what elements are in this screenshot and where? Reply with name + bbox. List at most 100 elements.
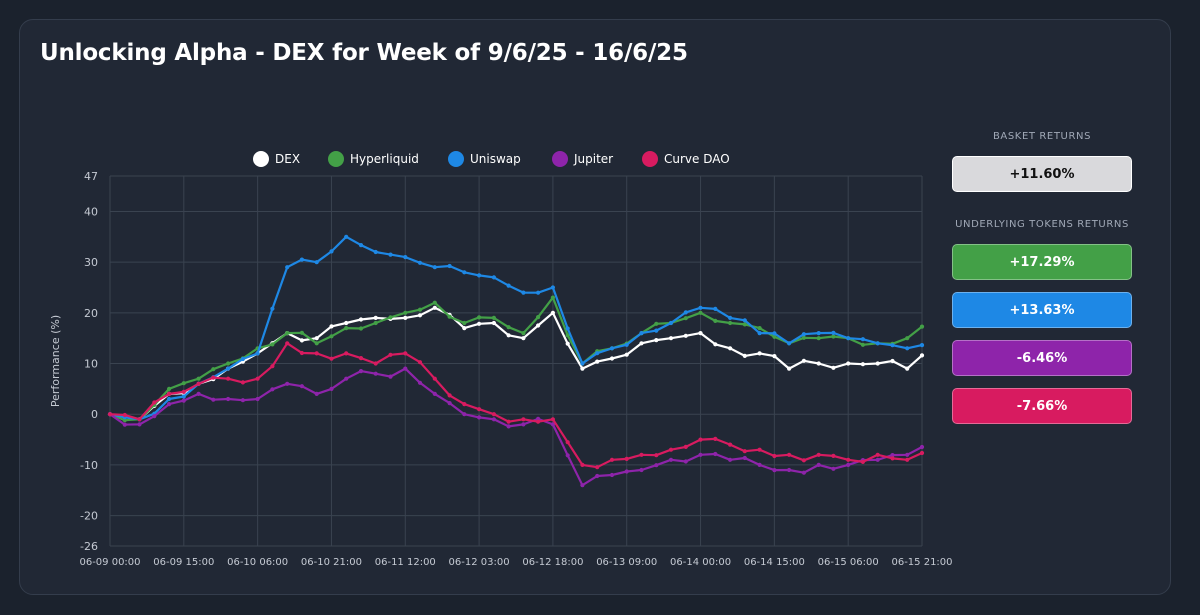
x-tick-label: 06-15 06:00 xyxy=(818,557,879,568)
data-point xyxy=(757,462,762,467)
data-point xyxy=(609,356,615,361)
data-point xyxy=(801,332,807,337)
data-point xyxy=(713,436,718,441)
data-point xyxy=(757,326,762,331)
data-point xyxy=(654,321,659,326)
data-point xyxy=(668,447,674,452)
data-point xyxy=(358,369,364,374)
data-point xyxy=(152,400,157,405)
data-point xyxy=(565,326,570,331)
data-point xyxy=(491,320,496,326)
data-point xyxy=(875,452,880,457)
data-point xyxy=(417,313,423,318)
data-point xyxy=(167,391,172,396)
data-point xyxy=(358,326,364,331)
data-point xyxy=(344,320,349,326)
data-point xyxy=(344,351,349,356)
data-point xyxy=(919,444,925,450)
data-point xyxy=(787,341,792,346)
data-point xyxy=(536,315,541,320)
data-point xyxy=(875,457,880,462)
y-tick-label: -10 xyxy=(80,459,98,472)
data-point xyxy=(521,422,526,427)
data-point xyxy=(565,341,570,346)
data-point xyxy=(196,376,201,381)
data-point xyxy=(462,402,467,407)
data-point xyxy=(742,318,747,323)
legend-swatch xyxy=(642,151,658,167)
data-point xyxy=(122,412,127,418)
basket-return-badge: +11.60% xyxy=(952,156,1132,192)
data-point xyxy=(550,417,556,422)
legend-item-label: Uniswap xyxy=(470,152,521,166)
data-point xyxy=(137,422,142,427)
data-point xyxy=(462,320,467,326)
data-point xyxy=(285,381,290,386)
basket-returns-label: BASKET RETURNS xyxy=(992,131,1092,142)
data-point xyxy=(816,452,821,457)
data-point xyxy=(860,337,866,342)
data-point xyxy=(477,273,482,278)
data-point xyxy=(285,341,290,346)
legend-item-label: DEX xyxy=(275,152,300,166)
data-point xyxy=(447,263,452,269)
data-point xyxy=(801,470,807,475)
data-point xyxy=(521,336,526,341)
data-point xyxy=(358,356,364,361)
data-point xyxy=(329,249,334,254)
x-tick-label: 06-14 00:00 xyxy=(670,557,731,568)
legend-swatch xyxy=(448,151,464,167)
data-point xyxy=(787,366,792,371)
data-point xyxy=(846,457,851,462)
page-title: Unlocking Alpha - DEX for Week of 9/6/25… xyxy=(40,40,688,66)
x-tick-label: 06-12 18:00 xyxy=(522,557,583,568)
y-tick-label: 40 xyxy=(84,205,98,218)
data-point xyxy=(167,386,172,391)
data-point xyxy=(240,356,245,362)
x-tick-label: 06-11 12:00 xyxy=(375,557,436,568)
data-point xyxy=(536,419,541,424)
legend-item-label: Curve DAO xyxy=(664,152,730,166)
data-point xyxy=(624,342,629,347)
series-line-hyperliquid xyxy=(109,296,923,422)
data-point xyxy=(683,333,688,338)
y-tick-label: 10 xyxy=(84,358,98,371)
data-point xyxy=(890,453,895,458)
data-point xyxy=(846,361,851,366)
series-line-curve-dao xyxy=(109,342,923,469)
data-point xyxy=(329,324,334,329)
data-point xyxy=(403,310,408,315)
data-point xyxy=(314,391,319,396)
data-point xyxy=(580,361,585,366)
data-point xyxy=(270,364,275,369)
data-point xyxy=(698,331,703,336)
data-point xyxy=(432,265,437,270)
data-point xyxy=(447,393,452,398)
data-point xyxy=(447,314,452,319)
data-point xyxy=(683,459,688,464)
y-tick-label: 20 xyxy=(84,307,98,320)
data-point xyxy=(890,456,895,461)
data-point xyxy=(432,391,437,396)
data-point xyxy=(521,290,526,295)
data-point xyxy=(787,452,792,457)
data-point xyxy=(403,255,408,260)
data-point xyxy=(772,334,777,339)
data-point xyxy=(713,318,718,323)
data-point xyxy=(728,320,733,326)
data-point xyxy=(521,417,526,422)
data-point xyxy=(668,336,674,341)
data-point xyxy=(639,331,644,336)
data-point xyxy=(875,361,880,366)
data-point xyxy=(137,417,142,422)
data-point xyxy=(344,234,349,239)
data-point xyxy=(728,346,733,351)
x-tick-label: 06-13 09:00 xyxy=(596,557,657,568)
data-point xyxy=(403,366,408,371)
data-point xyxy=(654,328,659,333)
data-point xyxy=(654,338,659,343)
data-point xyxy=(713,451,718,457)
data-point xyxy=(314,341,319,346)
x-tick-label: 06-10 21:00 xyxy=(301,557,362,568)
